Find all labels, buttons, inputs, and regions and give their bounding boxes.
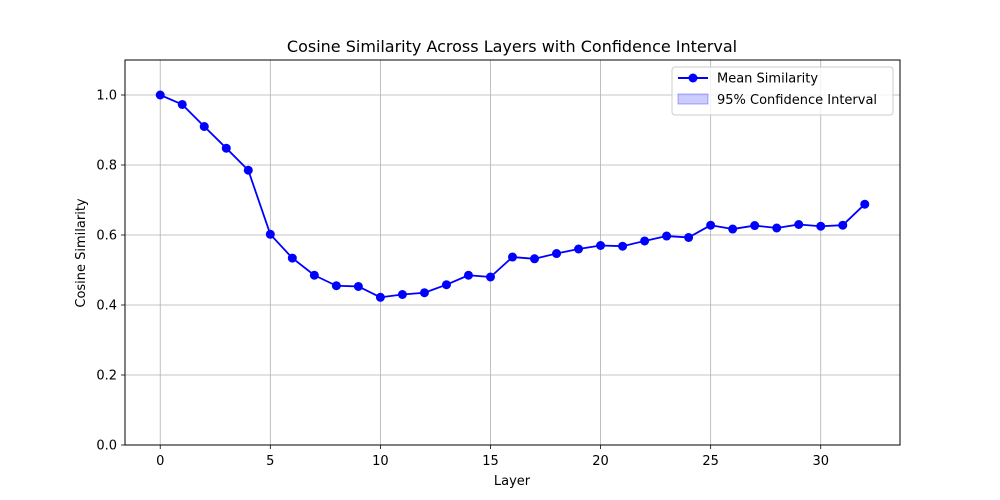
data-point <box>265 229 275 239</box>
data-point <box>838 220 848 230</box>
data-point <box>243 165 253 175</box>
data-point <box>640 236 650 246</box>
data-point <box>618 241 628 251</box>
data-point <box>397 290 407 299</box>
data-point <box>662 231 672 241</box>
legend: Mean Similarity 95% Confidence Interval <box>671 66 894 116</box>
data-point <box>816 221 826 231</box>
series-layer <box>155 90 870 302</box>
data-point <box>772 223 782 233</box>
x-axis-label: Layer <box>494 474 531 489</box>
data-point <box>508 252 517 262</box>
data-point <box>419 288 429 298</box>
x-tick-label: 10 <box>372 454 389 469</box>
data-point <box>463 270 473 280</box>
data-point <box>552 249 562 259</box>
x-tick-label: 5 <box>266 454 274 469</box>
data-point <box>441 280 451 290</box>
legend-label-mean-similarity: Mean Similarity <box>717 72 818 87</box>
data-point <box>860 199 870 209</box>
y-axis-label: Cosine Similarity <box>74 198 89 308</box>
y-tick-label: 0.8 <box>96 159 117 174</box>
x-tick-label: 25 <box>702 454 719 469</box>
data-point <box>574 244 584 254</box>
legend-box <box>671 66 894 116</box>
data-point <box>331 281 341 291</box>
y-tick-label: 0.4 <box>96 299 117 314</box>
data-point <box>221 143 231 153</box>
data-point <box>485 272 495 282</box>
y-tick-label: 1.0 <box>96 89 117 104</box>
plot-area-frame <box>124 59 901 446</box>
y-tick-label: 0.0 <box>96 439 117 454</box>
data-point <box>684 232 694 242</box>
data-point <box>530 254 540 264</box>
x-tick-label: 0 <box>156 454 164 469</box>
legend-label-confidence-interval: 95% Confidence Interval <box>717 93 877 108</box>
y-tick-label: 0.6 <box>96 229 117 244</box>
legend-swatch-confidence-interval <box>677 93 709 105</box>
data-point <box>199 122 209 131</box>
data-point <box>309 270 319 280</box>
x-tick-label: 20 <box>592 454 609 469</box>
data-point <box>353 281 363 291</box>
data-point <box>375 292 385 302</box>
x-tick-label: 15 <box>482 454 499 469</box>
data-point <box>728 224 738 234</box>
axis-ticks: 0 5 10 15 20 25 30 0.0 0.2 0.4 0.6 0.8 1.0 <box>96 89 829 470</box>
data-point <box>155 90 165 100</box>
chart-title: Cosine Similarity Across Layers with Con… <box>287 37 737 56</box>
data-point <box>750 221 760 231</box>
data-point <box>794 220 804 229</box>
data-point <box>706 220 716 230</box>
data-point <box>177 99 187 109</box>
legend-marker-mean-similarity <box>688 73 698 83</box>
x-tick-label: 30 <box>812 454 829 469</box>
y-tick-label: 0.2 <box>96 369 117 384</box>
data-point <box>596 241 606 250</box>
data-point <box>287 253 297 263</box>
